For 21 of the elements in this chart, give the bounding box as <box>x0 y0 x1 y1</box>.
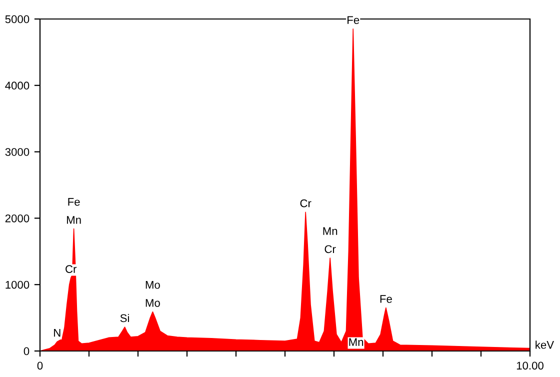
annotation: Mn <box>349 338 364 346</box>
annotation: N <box>54 328 60 337</box>
y-tick-label: 1000 <box>6 280 30 289</box>
annotation: Cr <box>66 265 77 273</box>
annotation: Fe <box>348 16 360 24</box>
annotation: Si <box>120 314 129 322</box>
annotation: Mn <box>323 227 338 235</box>
y-tick-label: 3000 <box>5 148 30 156</box>
annotation: Cr <box>324 245 336 254</box>
x-axis-title: keV <box>536 340 554 349</box>
y-tick-label: 5000 <box>5 15 30 24</box>
annotation: Fe <box>68 198 80 206</box>
y-tick-label: 4000 <box>5 82 30 90</box>
annotation: Mn <box>67 216 81 224</box>
annotation: Fe <box>380 295 392 303</box>
y-tick-label: 0 <box>24 347 30 356</box>
x-tick-label: 10.00 <box>516 362 544 370</box>
y-tick-label: 2000 <box>5 214 30 222</box>
annotation: Mo <box>146 299 160 307</box>
annotation: Mo <box>146 281 160 289</box>
annotation: Cr <box>300 199 312 208</box>
